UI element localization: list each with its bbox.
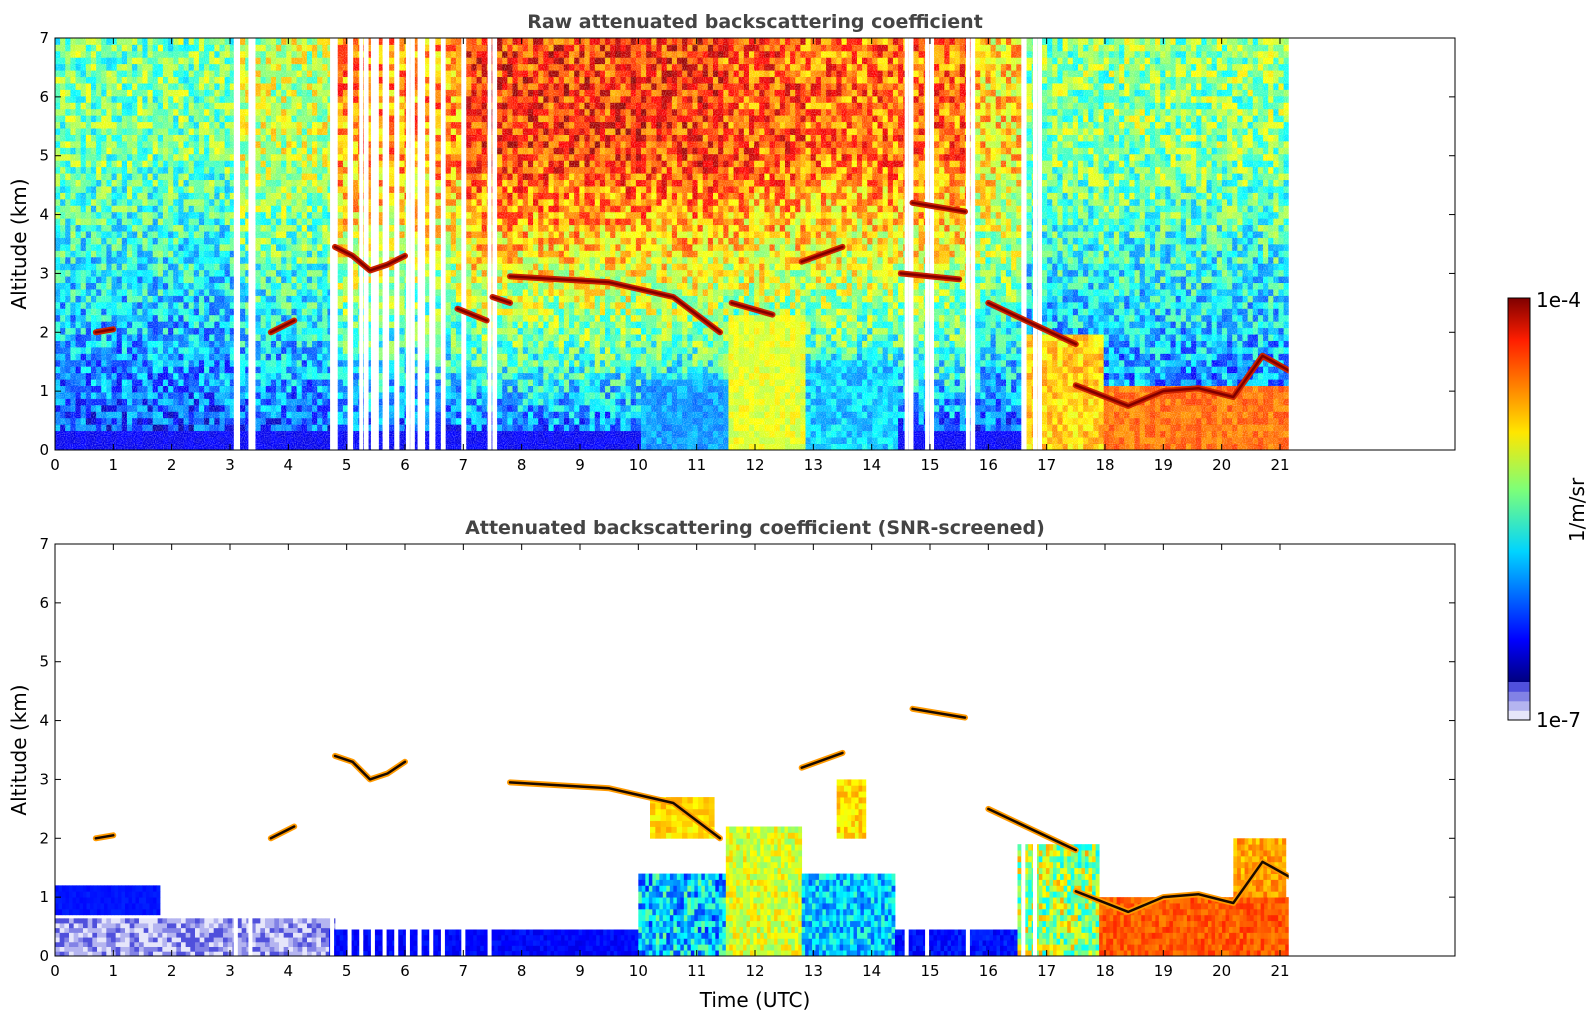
panel-raw: Raw attenuated backscattering coefficien… [7,11,1456,474]
chart-title-raw: Raw attenuated backscattering coefficien… [527,11,983,33]
heatmap-raw [55,38,1455,450]
